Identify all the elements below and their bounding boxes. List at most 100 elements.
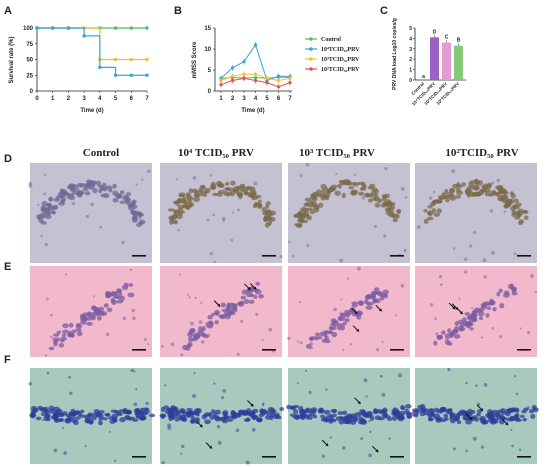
cell-nucleus [495,409,500,415]
chart-a: 0 1 2 3 4 5 6 7 0 25 50 75 100 Time (d) Survival rat… [9,26,149,114]
chart-a-ylabel: Survival rate (%) [9,36,15,83]
scattered-cell [50,313,53,317]
cell-nucleus [240,295,247,300]
cell-nucleus [225,181,230,186]
scattered-cell [42,419,45,422]
scattered-cell [230,238,234,242]
cell-nucleus [231,414,237,420]
pointer-arrowhead [455,306,459,310]
cell-nucleus [298,216,304,220]
scattered-cell [329,436,332,439]
scattered-cell [133,402,138,407]
cell-nucleus [193,196,200,203]
cell-nucleus [513,414,519,420]
cell-nucleus [212,192,219,197]
panel-label-b: B [174,5,182,17]
cell-nucleus [86,321,93,326]
chart-b-xtick-label: 5 [265,96,269,102]
cell-nucleus [76,331,83,337]
chart-b-point-mid [276,78,281,83]
cell-nucleus [209,184,217,190]
cell-nucleus [373,408,378,415]
scattered-cell [323,331,327,336]
cell-nucleus [279,407,285,412]
scattered-cell [138,216,142,220]
scattered-cell [64,273,68,276]
chart-a-point-control [145,26,149,30]
cell-nucleus [62,323,69,329]
cell-nucleus [396,208,402,213]
chart-b-point-high [253,43,258,47]
micrograph-e-2 [160,266,282,357]
cell-nucleus [426,211,432,216]
scattered-cell [306,243,310,247]
cell-nucleus [305,201,310,207]
pointer-arrowhead [253,286,257,290]
scattered-cell [52,337,56,341]
micrograph-f-2 [159,368,285,465]
scattered-cell [143,337,147,341]
micrograph-f-1 [28,368,156,464]
scattered-cell [381,392,386,397]
cell-nucleus [255,202,260,206]
cell-nucleus [244,186,250,190]
scattered-cell [353,173,357,177]
cell-nucleus [420,408,426,413]
cell-nucleus [199,192,204,197]
scattered-cell [43,192,47,196]
cell-nucleus [70,408,76,413]
column-header-control: Control [83,147,119,159]
cell-nucleus [423,209,428,213]
cell-nucleus [182,344,188,351]
cell-nucleus [159,413,167,418]
cell-nucleus [59,188,65,194]
cell-nucleus [523,215,529,220]
scattered-cell [200,301,203,304]
scattered-cell [161,461,165,465]
cell-nucleus [357,300,364,306]
cell-nucleus [458,325,463,331]
cell-nucleus [302,208,309,213]
scattered-cell [534,407,537,410]
cell-nucleus [433,212,441,217]
scale-bar [517,255,531,257]
cell-nucleus [472,309,478,315]
cell-nucleus [368,198,374,203]
cell-nucleus [191,328,196,334]
chart-b-ytick-label: 0 [208,89,212,95]
cell-nucleus [303,219,309,224]
pointer-arrowhead [247,286,251,290]
cell-nucleus [89,180,96,186]
cell-nucleus [72,419,79,426]
cell-nucleus [510,193,516,199]
cell-nucleus [353,416,359,422]
cell-nucleus [499,419,505,425]
cell-nucleus [53,406,61,413]
chart-b-xtick-label: 6 [277,96,281,102]
scattered-cell [309,341,314,346]
legend-label-1e2: 10²TCID₅₀PRV [321,67,360,73]
cell-nucleus [342,410,347,416]
scattered-cell [253,181,258,186]
cell-nucleus [193,190,199,195]
chart-c-ytick-label: 4 [409,36,412,42]
scattered-cell [108,430,111,433]
cell-nucleus [92,187,98,194]
chart-c-sig-letter: C [445,35,449,41]
cell-nucleus [263,216,269,221]
cell-nucleus [312,196,318,202]
cell-nucleus [31,409,37,414]
chart-c-bar [454,45,463,80]
scattered-cell [161,344,164,348]
cell-nucleus [98,420,103,426]
cell-nucleus [369,191,377,197]
scattered-cell [503,210,506,214]
scattered-cell [231,211,235,214]
cell-nucleus [330,322,335,327]
cell-nucleus [297,414,305,420]
scattered-cell [472,436,477,441]
scattered-cell [209,251,214,256]
cell-nucleus [364,295,372,300]
cell-nucleus [346,420,351,425]
